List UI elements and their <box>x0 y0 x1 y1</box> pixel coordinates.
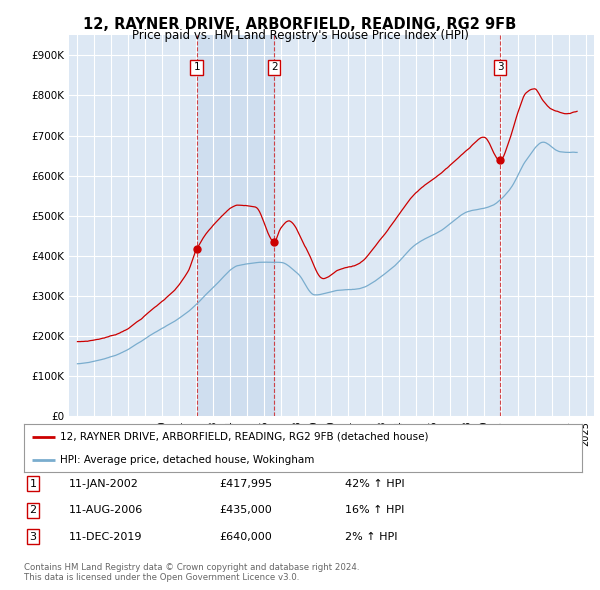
Text: HPI: Average price, detached house, Wokingham: HPI: Average price, detached house, Woki… <box>60 455 314 465</box>
Text: Price paid vs. HM Land Registry's House Price Index (HPI): Price paid vs. HM Land Registry's House … <box>131 30 469 42</box>
Text: 11-DEC-2019: 11-DEC-2019 <box>69 532 143 542</box>
Text: 12, RAYNER DRIVE, ARBORFIELD, READING, RG2 9FB (detached house): 12, RAYNER DRIVE, ARBORFIELD, READING, R… <box>60 432 429 442</box>
Text: £417,995: £417,995 <box>219 479 272 489</box>
Text: 1: 1 <box>193 63 200 73</box>
Text: 12, RAYNER DRIVE, ARBORFIELD, READING, RG2 9FB: 12, RAYNER DRIVE, ARBORFIELD, READING, R… <box>83 17 517 31</box>
Text: 2: 2 <box>271 63 278 73</box>
Bar <box>197 35 274 416</box>
Text: £640,000: £640,000 <box>219 532 272 542</box>
Text: 2: 2 <box>29 506 37 515</box>
Text: 11-JAN-2002: 11-JAN-2002 <box>69 479 139 489</box>
Text: 16% ↑ HPI: 16% ↑ HPI <box>345 506 404 515</box>
Text: Contains HM Land Registry data © Crown copyright and database right 2024.
This d: Contains HM Land Registry data © Crown c… <box>24 563 359 582</box>
Text: 42% ↑ HPI: 42% ↑ HPI <box>345 479 404 489</box>
Text: 3: 3 <box>497 63 503 73</box>
Text: £435,000: £435,000 <box>219 506 272 515</box>
Text: 2% ↑ HPI: 2% ↑ HPI <box>345 532 398 542</box>
Text: 3: 3 <box>29 532 37 542</box>
Text: 1: 1 <box>29 479 37 489</box>
Text: 11-AUG-2006: 11-AUG-2006 <box>69 506 143 515</box>
